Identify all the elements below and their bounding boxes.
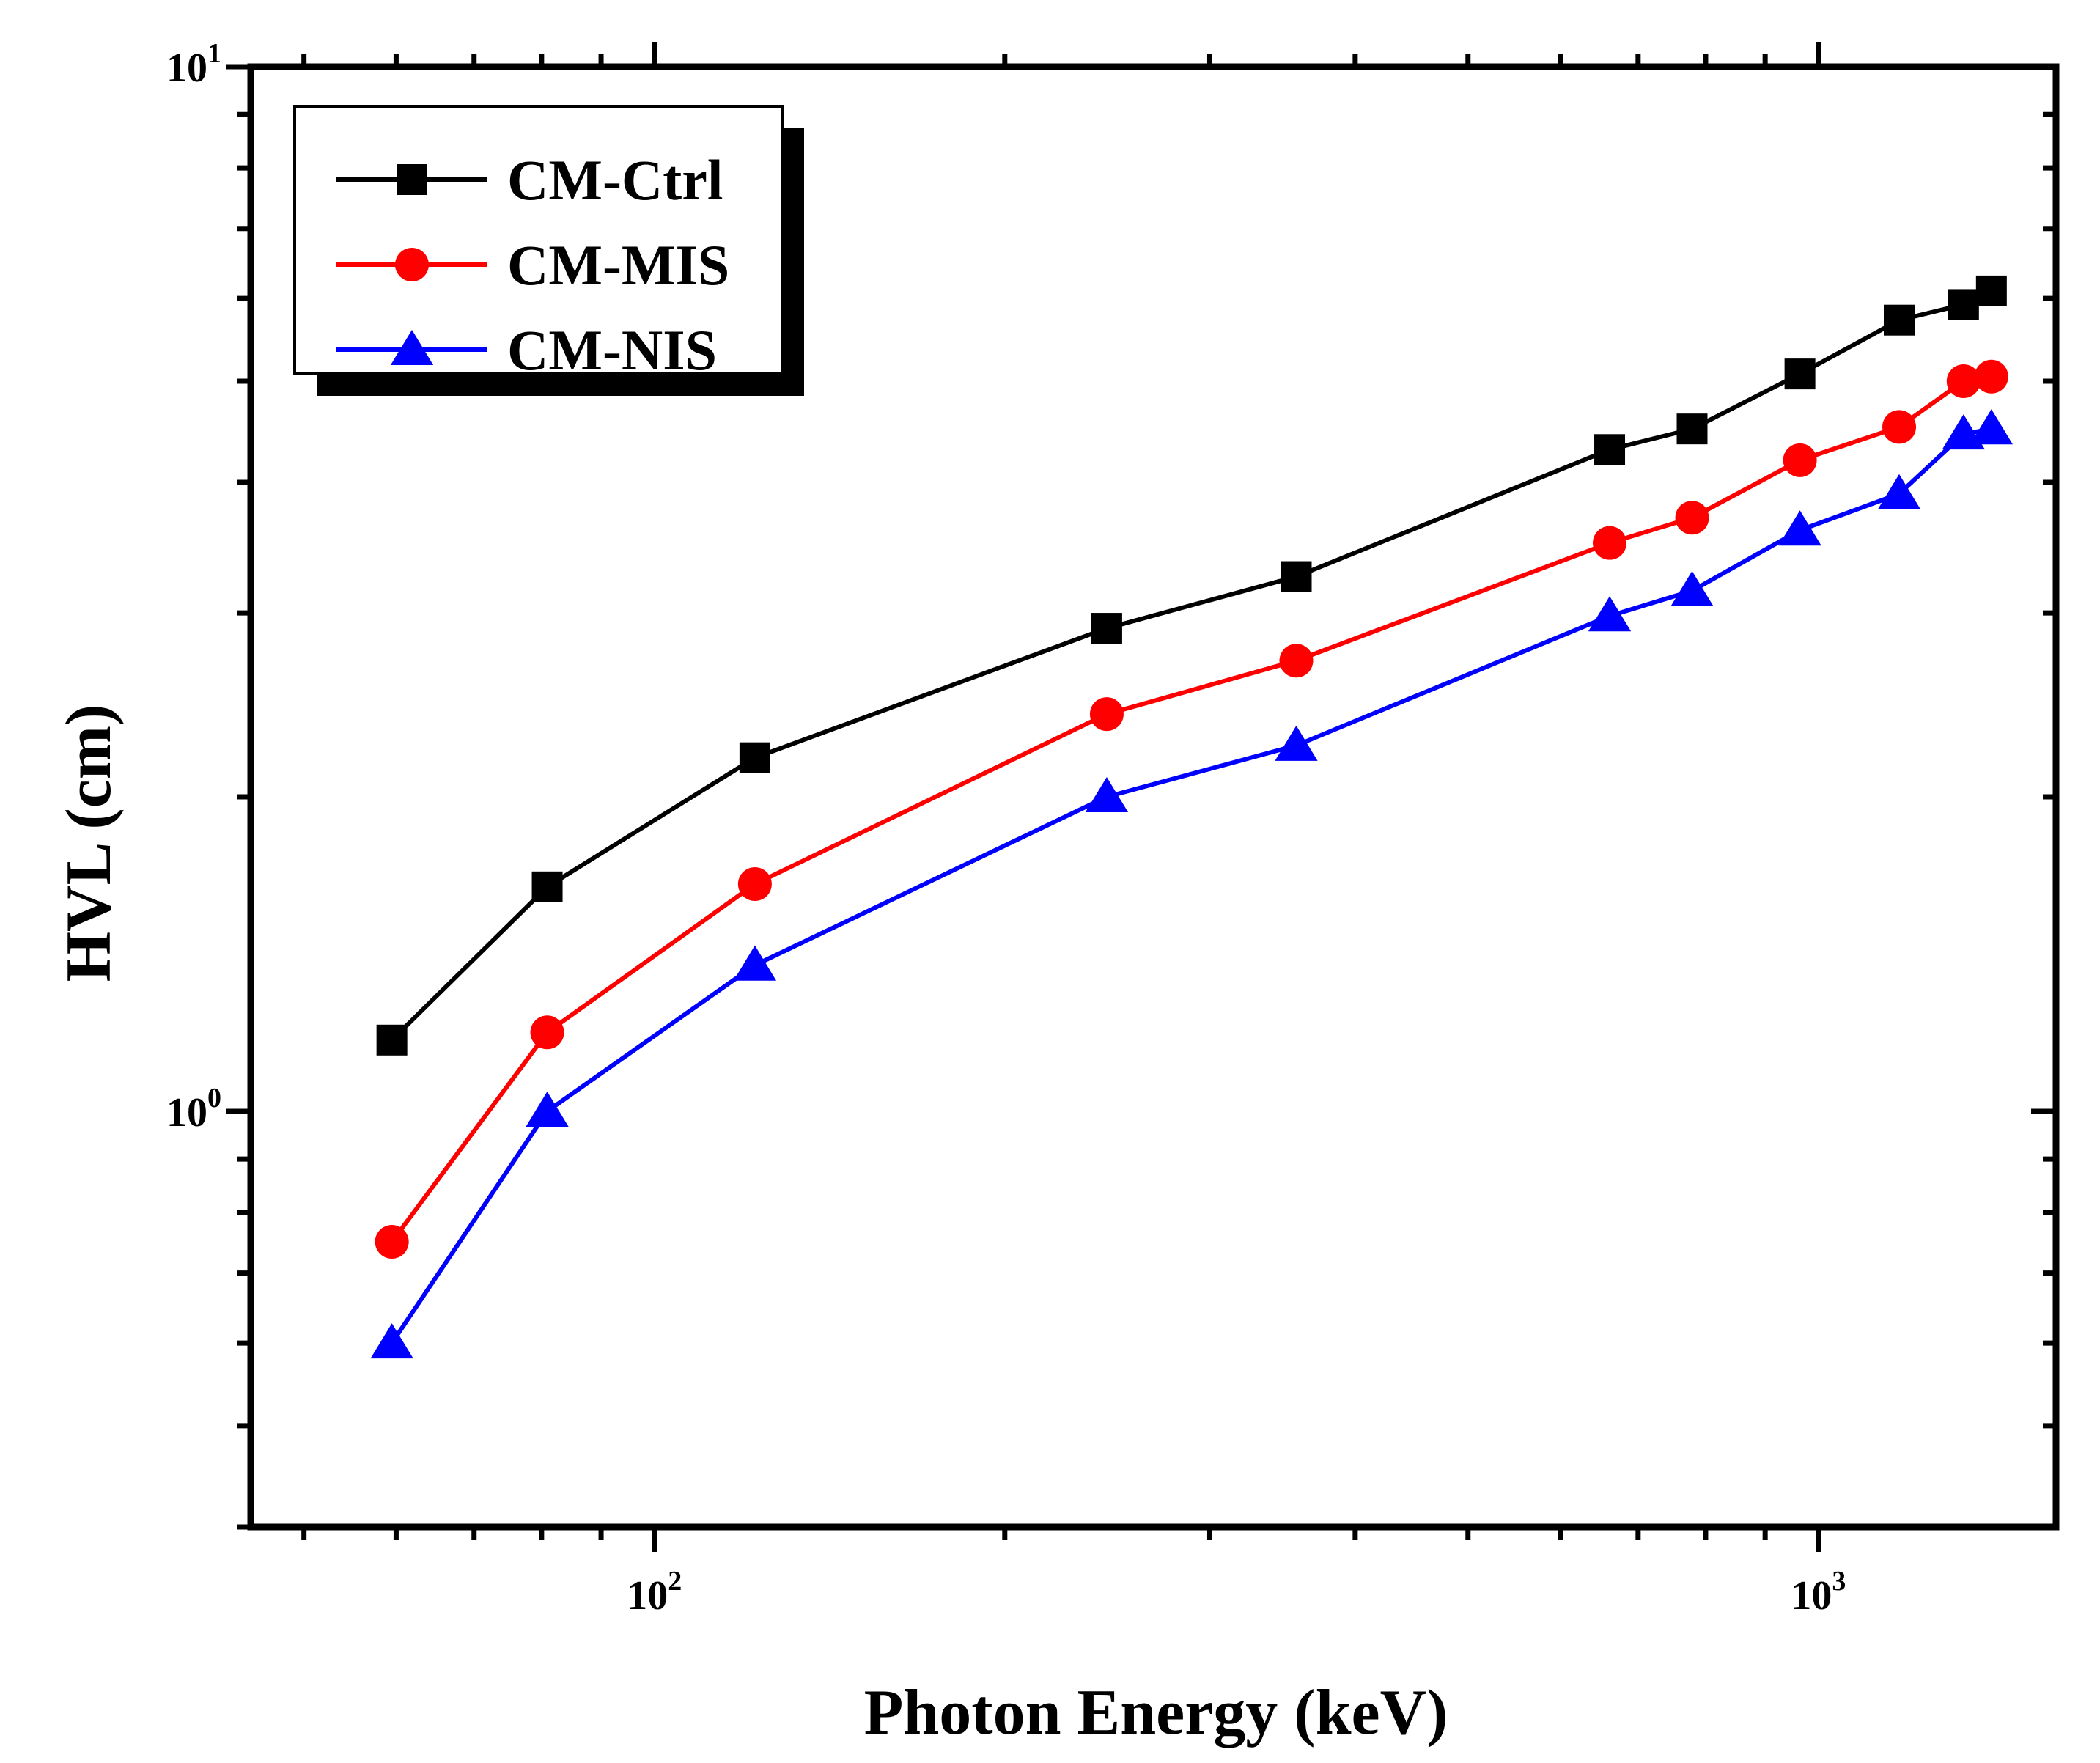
data-point-cm-nis [370,1323,413,1359]
data-point-cm-ctrl [1091,613,1122,644]
legend-marker-cm-ctrl [397,164,427,195]
x-tick-label-base: 10 [627,1573,668,1619]
y-axis-title: HVL (cm) [54,704,125,982]
series-cm-mis [375,359,2008,1259]
y-tick-label-base: 10 [166,45,207,91]
legend-item-cm-nis: CM-NIS [336,318,717,382]
data-point-cm-nis [1588,596,1632,632]
x-tick-label: 102 [627,1566,682,1619]
legend-item-cm-mis: CM-MIS [336,233,729,297]
legend-label-cm-nis: CM-NIS [507,318,717,382]
series-cm-ctrl [376,275,2007,1056]
x-tick-label-base: 10 [1791,1573,1832,1619]
data-point-cm-mis [1279,644,1314,678]
legend-marker-cm-mis [395,248,429,281]
series-cm-nis [370,409,2013,1359]
data-point-cm-mis [1593,526,1627,560]
data-point-cm-mis [737,867,772,902]
data-point-cm-mis [1783,443,1817,477]
data-point-cm-nis [1970,409,2013,445]
data-point-cm-nis [1670,570,1714,606]
data-point-cm-mis [1882,410,1917,444]
data-point-cm-nis [1877,474,1921,509]
data-point-cm-ctrl [1975,275,2007,306]
data-point-cm-ctrl [1948,289,1979,320]
plot-area [370,275,2013,1359]
x-axis-title: Photon Energy (keV) [864,1677,1448,1748]
legend-label-cm-mis: CM-MIS [507,233,729,297]
data-point-cm-nis [526,1091,569,1127]
data-point-cm-ctrl [1281,561,1312,592]
data-point-cm-ctrl [376,1024,408,1056]
y-tick-label: 101 [166,38,221,91]
legend-marker-cm-nis [390,330,434,366]
data-point-cm-nis [1778,510,1821,546]
y-tick-label-exponent: 1 [207,38,221,69]
legend: CM-Ctrl CM-MIS CM-NIS [293,105,804,396]
legend-box [293,105,784,375]
data-point-cm-nis [733,945,777,981]
data-point-cm-ctrl [1594,434,1626,465]
data-point-cm-mis [1675,501,1709,535]
y-tick-label-exponent: 0 [207,1083,221,1114]
data-point-cm-ctrl [739,742,770,773]
data-point-cm-mis [1974,359,2008,394]
data-point-cm-ctrl [1784,358,1816,390]
data-point-cm-ctrl [531,871,563,902]
y-tick-label: 100 [166,1083,221,1136]
data-point-cm-mis [375,1224,409,1259]
data-point-cm-ctrl [1884,304,1915,336]
data-point-cm-nis [1085,777,1129,813]
data-point-cm-nis [1275,725,1318,761]
x-tick-label-exponent: 2 [668,1566,682,1597]
data-point-cm-mis [1089,697,1124,732]
data-point-cm-mis [530,1015,564,1050]
x-tick-label: 103 [1791,1566,1846,1619]
data-point-cm-ctrl [1676,413,1708,445]
data-point-cm-mis [1946,364,1981,398]
legend-item-cm-ctrl: CM-Ctrl [336,148,723,212]
legend-label-cm-ctrl: CM-Ctrl [507,148,723,212]
y-tick-label-base: 10 [166,1090,207,1136]
x-tick-label-exponent: 3 [1832,1566,1846,1597]
